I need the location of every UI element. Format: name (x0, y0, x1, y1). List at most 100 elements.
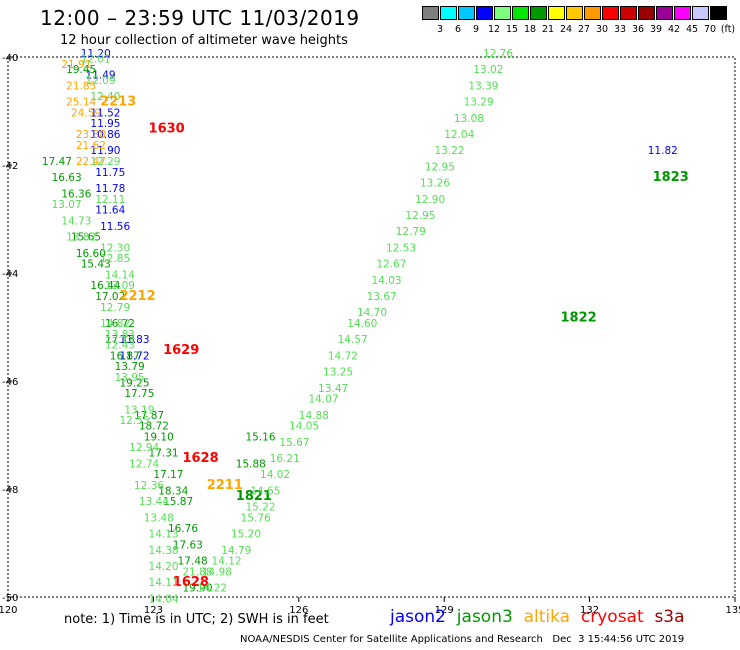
data-label: 11.52 (90, 107, 120, 119)
data-label: 17.47 (42, 156, 72, 168)
data-label: 14.12 (212, 556, 242, 568)
data-label: 12.79 (100, 302, 130, 314)
scale-label: 45 (685, 24, 699, 35)
data-label: 14.05 (289, 421, 319, 433)
data-label: 12.67 (376, 259, 406, 271)
legend-entry-s3a: s3a (654, 607, 696, 627)
data-label: 15.76 (241, 512, 271, 524)
data-label: 13.08 (454, 113, 484, 125)
data-label: 24.59 (71, 107, 101, 119)
legend-entry-jason3: jason3 (456, 607, 524, 627)
data-label: 14.98 (202, 566, 232, 578)
scale-swatch (494, 6, 511, 20)
data-label: 14.22 (197, 583, 227, 595)
scale-swatch (440, 6, 457, 20)
data-label: 15.16 (245, 431, 275, 443)
scale-label: 21 (541, 24, 555, 35)
data-label: 13.83 (105, 329, 135, 341)
data-label: 14.13 (149, 529, 179, 541)
data-label: 13.39 (468, 80, 498, 92)
data-label: 23.38 (76, 129, 106, 141)
scale-label: 18 (523, 24, 537, 35)
data-label: 11.64 (95, 205, 125, 217)
data-label: 14.72 (328, 350, 358, 362)
scale-label: 12 (487, 24, 501, 35)
data-label: 13.29 (464, 97, 494, 109)
data-label: 2212 (119, 289, 155, 304)
legend-entry-jason2: jason2 (390, 607, 457, 627)
y-tick-label: -40 (2, 53, 18, 64)
data-label: 12.11 (95, 194, 125, 206)
data-label: 15.88 (236, 458, 266, 470)
data-label: 19.25 (119, 377, 149, 389)
data-label: 11.78 (95, 183, 125, 195)
data-label: 12.94 (129, 442, 159, 454)
scale-label: 36 (631, 24, 645, 35)
data-label: 14.04 (149, 593, 179, 605)
data-label: 12.90 (415, 194, 445, 206)
x-tick-label: 120 (0, 605, 18, 616)
data-label: 15.87 (163, 496, 193, 508)
data-label: 13.44 (139, 496, 169, 508)
data-label: 10.86 (90, 129, 120, 141)
data-label: 17.18 (105, 334, 135, 346)
data-label: 14.20 (149, 561, 179, 573)
data-label: 1821 (236, 489, 272, 504)
data-label: 1628 (173, 575, 209, 590)
data-label: 16.76 (168, 523, 198, 535)
data-label: 12.01 (81, 53, 111, 65)
data-label: 25.14 (66, 97, 96, 109)
data-label: 13.67 (367, 291, 397, 303)
x-tick-label: 123 (144, 605, 163, 616)
data-label: 21.85 (66, 80, 96, 92)
scale-swatch (566, 6, 583, 20)
data-label: 14.60 (347, 318, 377, 330)
data-label: 14.07 (308, 394, 338, 406)
data-label: 21.91 (61, 59, 91, 71)
scale-label: 42 (667, 24, 681, 35)
data-label: 17.87 (134, 410, 164, 422)
data-label: 16.36 (61, 188, 91, 200)
plot-frame (7, 56, 736, 598)
data-label: 13.82 (66, 232, 96, 244)
data-label: 14.11 (149, 577, 179, 589)
data-label: 19.90 (182, 583, 212, 595)
data-label: 16.44 (90, 280, 120, 292)
scale-swatch (710, 6, 727, 20)
data-label: 1823 (653, 170, 689, 185)
data-label: 12.36 (134, 480, 164, 492)
scale-swatch (512, 6, 529, 20)
data-label: 17.63 (173, 539, 203, 551)
data-label: 21.62 (76, 140, 106, 152)
x-tick-label: 126 (289, 605, 308, 616)
data-label: 2211 (207, 478, 243, 493)
data-label: 13.22 (435, 145, 465, 157)
y-tick-label: -50 (2, 593, 18, 604)
data-label: 1822 (561, 311, 597, 326)
y-tick-label: -44 (2, 269, 18, 280)
data-label: 14.57 (338, 334, 368, 346)
data-label: 11.95 (90, 118, 120, 130)
data-label: 11.75 (95, 167, 125, 179)
data-label: 16.60 (76, 248, 106, 260)
data-label: 11.83 (119, 334, 149, 346)
data-label: 13.79 (115, 361, 145, 373)
data-label: 14.73 (61, 215, 91, 227)
data-label: 16.72 (105, 318, 135, 330)
scale-label: 3 (436, 24, 444, 35)
data-label: 14.02 (260, 469, 290, 481)
data-label: 2213 (100, 95, 136, 110)
data-label: 15.67 (279, 437, 309, 449)
data-label: 19.45 (66, 64, 96, 76)
data-label: 22.47 (76, 156, 106, 168)
scale-label: (ft) (720, 24, 736, 35)
data-label: 16.63 (52, 172, 82, 184)
data-label: 17.48 (178, 556, 208, 568)
chart-title: 12:00 – 23:59 UTC 11/03/2019 (40, 6, 360, 30)
scale-swatch (638, 6, 655, 20)
data-label: 13.09 (105, 280, 135, 292)
data-label: 12.09 (86, 75, 116, 87)
data-label: 15.65 (71, 232, 101, 244)
x-tick-label: 135 (725, 605, 740, 616)
